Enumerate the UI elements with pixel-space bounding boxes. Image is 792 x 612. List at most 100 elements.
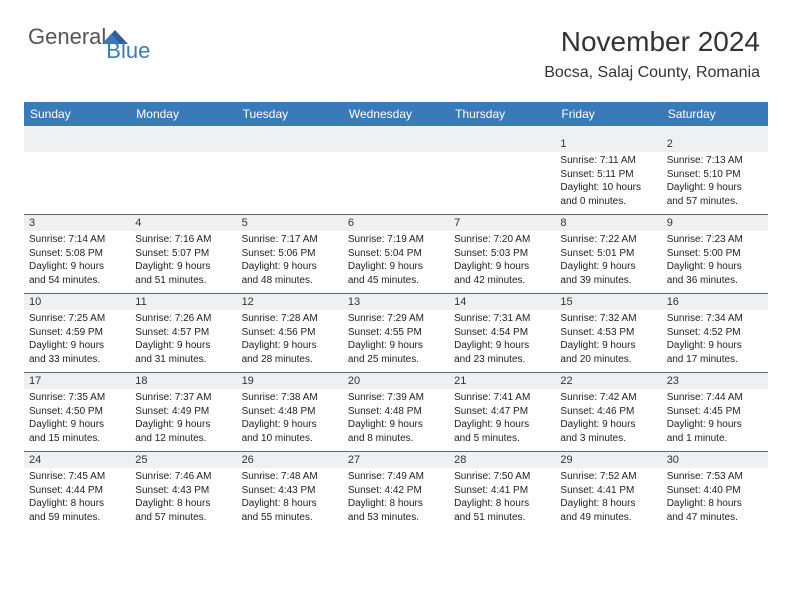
sunrise-text: Sunrise: 7:22 AM — [560, 233, 656, 247]
sunset-text: Sunset: 4:48 PM — [242, 405, 338, 419]
day-number: 27 — [343, 452, 449, 468]
cell-body: Sunrise: 7:14 AMSunset: 5:08 PMDaylight:… — [24, 231, 130, 291]
daylight1-text: Daylight: 9 hours — [29, 339, 125, 353]
day-number: 23 — [662, 373, 768, 389]
daylight2-text: and 12 minutes. — [135, 432, 231, 446]
sunrise-text: Sunrise: 7:41 AM — [454, 391, 550, 405]
daylight1-text: Daylight: 8 hours — [242, 497, 338, 511]
sunrise-text: Sunrise: 7:19 AM — [348, 233, 444, 247]
day-number: 2 — [662, 136, 768, 152]
sunrise-text: Sunrise: 7:42 AM — [560, 391, 656, 405]
sunrise-text: Sunrise: 7:29 AM — [348, 312, 444, 326]
calendar-cell: 15Sunrise: 7:32 AMSunset: 4:53 PMDayligh… — [555, 294, 661, 372]
cell-body: Sunrise: 7:38 AMSunset: 4:48 PMDaylight:… — [237, 389, 343, 449]
sunrise-text: Sunrise: 7:35 AM — [29, 391, 125, 405]
daylight1-text: Daylight: 9 hours — [560, 418, 656, 432]
week-row: 3Sunrise: 7:14 AMSunset: 5:08 PMDaylight… — [24, 214, 768, 293]
daylight1-text: Daylight: 9 hours — [667, 339, 763, 353]
daylight2-text: and 54 minutes. — [29, 274, 125, 288]
week-row: 10Sunrise: 7:25 AMSunset: 4:59 PMDayligh… — [24, 293, 768, 372]
daylight2-text: and 8 minutes. — [348, 432, 444, 446]
sunset-text: Sunset: 4:41 PM — [560, 484, 656, 498]
daylight1-text: Daylight: 9 hours — [667, 418, 763, 432]
sunrise-text: Sunrise: 7:39 AM — [348, 391, 444, 405]
cell-body: Sunrise: 7:50 AMSunset: 4:41 PMDaylight:… — [449, 468, 555, 528]
day-header: Sunday — [24, 102, 130, 126]
cell-body: Sunrise: 7:22 AMSunset: 5:01 PMDaylight:… — [555, 231, 661, 291]
cell-body: Sunrise: 7:35 AMSunset: 4:50 PMDaylight:… — [24, 389, 130, 449]
calendar-cell: 24Sunrise: 7:45 AMSunset: 4:44 PMDayligh… — [24, 452, 130, 530]
calendar-cell: 22 Sunrise: 7:42 AMSunset: 4:46 PMDayligh… — [555, 373, 661, 451]
sunset-text: Sunset: 4:43 PM — [135, 484, 231, 498]
sunrise-text: Sunrise: 7:46 AM — [135, 470, 231, 484]
sunrise-text: Sunrise: 7:14 AM — [29, 233, 125, 247]
cell-body: Sunrise: 7:17 AMSunset: 5:06 PMDaylight:… — [237, 231, 343, 291]
calendar-cell — [343, 136, 449, 214]
daylight2-text: and 36 minutes. — [667, 274, 763, 288]
daylight1-text: Daylight: 9 hours — [242, 418, 338, 432]
daylight2-text: and 17 minutes. — [667, 353, 763, 367]
sunrise-text: Sunrise: 7:37 AM — [135, 391, 231, 405]
day-number: 28 — [449, 452, 555, 468]
daylight2-text: and 5 minutes. — [454, 432, 550, 446]
sunrise-text: Sunrise: 7:17 AM — [242, 233, 338, 247]
cell-body: Sunrise: 7:20 AMSunset: 5:03 PMDaylight:… — [449, 231, 555, 291]
daylight2-text: and 42 minutes. — [454, 274, 550, 288]
daylight1-text: Daylight: 9 hours — [667, 260, 763, 274]
sunset-text: Sunset: 4:50 PM — [29, 405, 125, 419]
daylight2-text: and 33 minutes. — [29, 353, 125, 367]
location-text: Bocsa, Salaj County, Romania — [544, 64, 760, 82]
daylight2-text: and 49 minutes. — [560, 511, 656, 525]
day-number: 21 — [449, 373, 555, 389]
day-number: 26 — [237, 452, 343, 468]
sunset-text: Sunset: 4:45 PM — [667, 405, 763, 419]
logo-text-1: General — [28, 24, 106, 50]
day-number: 22 — [555, 373, 661, 389]
day-number: 15 — [555, 294, 661, 310]
sunset-text: Sunset: 4:46 PM — [560, 405, 656, 419]
sunset-text: Sunset: 5:03 PM — [454, 247, 550, 261]
sunset-text: Sunset: 4:41 PM — [454, 484, 550, 498]
sunrise-text: Sunrise: 7:34 AM — [667, 312, 763, 326]
day-header-row: Sunday Monday Tuesday Wednesday Thursday… — [24, 102, 768, 126]
sunset-text: Sunset: 5:08 PM — [29, 247, 125, 261]
calendar-cell: 14Sunrise: 7:31 AMSunset: 4:54 PMDayligh… — [449, 294, 555, 372]
sunrise-text: Sunrise: 7:31 AM — [454, 312, 550, 326]
day-number: 12 — [237, 294, 343, 310]
calendar-cell: 25Sunrise: 7:46 AMSunset: 4:43 PMDayligh… — [130, 452, 236, 530]
calendar-cell: 2Sunrise: 7:13 AMSunset: 5:10 PMDaylight… — [662, 136, 768, 214]
day-number: 18 — [130, 373, 236, 389]
day-header: Wednesday — [343, 102, 449, 126]
sunrise-text: Sunrise: 7:32 AM — [560, 312, 656, 326]
daylight2-text: and 3 minutes. — [560, 432, 656, 446]
sunrise-text: Sunrise: 7:44 AM — [667, 391, 763, 405]
calendar-cell: 30Sunrise: 7:53 AMSunset: 4:40 PMDayligh… — [662, 452, 768, 530]
daylight2-text: and 20 minutes. — [560, 353, 656, 367]
daylight1-text: Daylight: 9 hours — [348, 260, 444, 274]
day-number: 4 — [130, 215, 236, 231]
day-number: 13 — [343, 294, 449, 310]
sunrise-text: Sunrise: 7:26 AM — [135, 312, 231, 326]
sunrise-text: Sunrise: 7:23 AM — [667, 233, 763, 247]
daylight1-text: Daylight: 8 hours — [135, 497, 231, 511]
day-header: Monday — [130, 102, 236, 126]
daylight2-text: and 57 minutes. — [135, 511, 231, 525]
sunset-text: Sunset: 4:53 PM — [560, 326, 656, 340]
day-number: 9 — [662, 215, 768, 231]
calendar-cell: 10Sunrise: 7:25 AMSunset: 4:59 PMDayligh… — [24, 294, 130, 372]
calendar-cell: 28Sunrise: 7:50 AMSunset: 4:41 PMDayligh… — [449, 452, 555, 530]
daylight1-text: Daylight: 8 hours — [560, 497, 656, 511]
daylight1-text: Daylight: 8 hours — [667, 497, 763, 511]
day-number: 8 — [555, 215, 661, 231]
sunrise-text: Sunrise: 7:50 AM — [454, 470, 550, 484]
sunset-text: Sunset: 5:06 PM — [242, 247, 338, 261]
day-header: Tuesday — [237, 102, 343, 126]
sunset-text: Sunset: 4:52 PM — [667, 326, 763, 340]
day-number — [237, 136, 343, 152]
daylight1-text: Daylight: 9 hours — [348, 339, 444, 353]
day-number: 17 — [24, 373, 130, 389]
day-number — [130, 136, 236, 152]
sunset-text: Sunset: 4:57 PM — [135, 326, 231, 340]
calendar-cell: 11Sunrise: 7:26 AMSunset: 4:57 PMDayligh… — [130, 294, 236, 372]
week-row: 24Sunrise: 7:45 AMSunset: 4:44 PMDayligh… — [24, 451, 768, 530]
